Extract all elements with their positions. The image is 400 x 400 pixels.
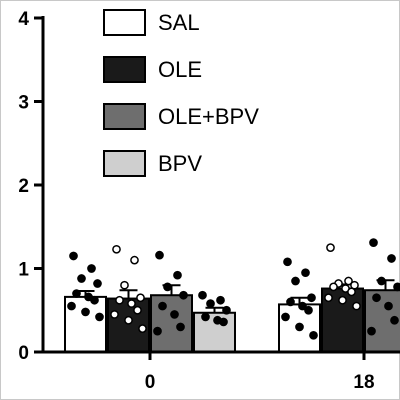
legend-label: SAL [158, 10, 200, 35]
y-tick-label: 3 [18, 93, 29, 114]
x-tick-label: 0 [145, 372, 156, 393]
y-tick-label: 2 [18, 176, 29, 197]
legend-swatch [104, 151, 145, 176]
data-point [82, 308, 89, 315]
data-point [391, 317, 398, 324]
data-point [223, 307, 230, 314]
data-point [96, 313, 103, 320]
data-point [156, 252, 163, 259]
data-point [171, 311, 178, 318]
data-point [302, 269, 309, 276]
data-point [121, 282, 128, 289]
data-point [159, 302, 166, 309]
data-point [113, 246, 120, 253]
data-point [296, 323, 303, 330]
data-point [282, 313, 289, 320]
data-point [137, 294, 144, 301]
data-point [339, 297, 346, 304]
legend-label: BPV [158, 151, 202, 176]
data-point [91, 297, 98, 304]
data-point [111, 311, 118, 318]
data-point [202, 313, 209, 320]
bar-ole-bpv-0 [151, 295, 192, 352]
data-point [199, 292, 206, 299]
data-point [217, 297, 224, 304]
data-point [174, 272, 181, 279]
y-tick-label: 0 [18, 343, 29, 364]
data-point [287, 298, 294, 305]
bars [65, 289, 400, 352]
data-point [327, 244, 334, 251]
data-point [394, 283, 400, 290]
data-point [310, 332, 317, 339]
data-point [325, 294, 332, 301]
data-point [73, 290, 80, 297]
legend-label: OLE [158, 57, 202, 82]
data-point [139, 325, 146, 332]
data-point [292, 277, 299, 284]
data-point [385, 302, 392, 309]
data-point [207, 300, 214, 307]
legend-swatch [104, 10, 145, 35]
data-point [308, 294, 315, 301]
data-point [94, 280, 101, 287]
data-point [154, 328, 161, 335]
data-point [88, 265, 95, 272]
legend-swatch [104, 57, 145, 82]
data-point [220, 318, 227, 325]
data-point [368, 328, 375, 335]
data-point [305, 307, 312, 314]
data-point [388, 255, 395, 262]
data-point [330, 283, 337, 290]
x-tick-label: 18 [353, 372, 374, 393]
data-point [284, 258, 291, 265]
data-point [378, 277, 385, 284]
data-point [116, 297, 123, 304]
data-point [78, 275, 85, 282]
data-point [348, 288, 355, 295]
data-point [128, 300, 135, 307]
data-point [370, 239, 377, 246]
data-point [180, 292, 187, 299]
data-point [70, 252, 77, 259]
legend: SAL OLE OLE+BPV BPV [104, 10, 259, 176]
data-point [177, 323, 184, 330]
data-point [373, 294, 380, 301]
legend-swatch [104, 104, 145, 129]
data-point [125, 317, 132, 324]
legend-label: OLE+BPV [158, 104, 259, 129]
data-point [164, 283, 171, 290]
data-point [134, 307, 141, 314]
data-point [353, 302, 360, 309]
data-point [68, 302, 75, 309]
y-tick-label: 1 [18, 260, 29, 281]
data-point [131, 257, 138, 264]
y-tick-label: 4 [18, 9, 29, 30]
